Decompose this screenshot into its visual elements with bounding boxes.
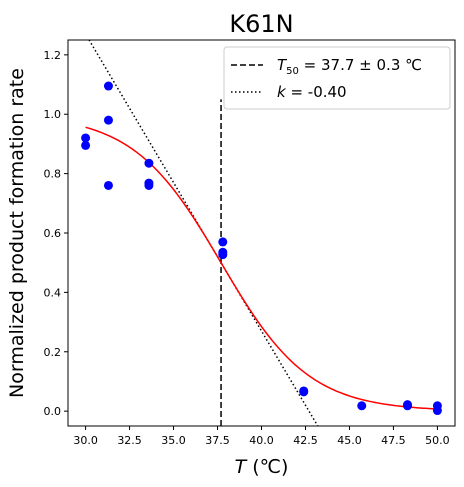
y-tick-label: 0.2	[44, 346, 62, 359]
data-point	[357, 401, 367, 411]
x-tick-label: 50.0	[425, 434, 450, 447]
x-tick-label: 30.0	[73, 434, 98, 447]
data-point	[103, 180, 113, 190]
y-tick-label: 0.0	[44, 405, 62, 418]
x-tick-label: 45.0	[337, 434, 362, 447]
chart-title: K61N	[229, 10, 293, 38]
legend: T50 = 37.7 ± 0.3 ℃ k = -0.40	[223, 46, 451, 110]
x-tick-label: 47.5	[381, 434, 406, 447]
x-tick-label: 37.5	[205, 434, 230, 447]
plot-frame	[67, 39, 456, 427]
slope-tangent-line	[88, 40, 319, 426]
data-point	[403, 401, 413, 411]
legend-entry-k: k = -0.40	[277, 83, 347, 101]
x-tick-label: 32.5	[117, 434, 142, 447]
data-point	[81, 133, 91, 143]
data-point	[103, 81, 113, 91]
y-axis-label: Normalized product formation rate	[6, 68, 28, 398]
x-tick-label: 40.0	[249, 434, 274, 447]
data-point	[81, 140, 91, 150]
legend-box	[223, 46, 451, 110]
data-point	[144, 180, 154, 190]
x-axis-label: T (℃)	[235, 456, 289, 478]
data-point	[218, 250, 228, 260]
data-point	[144, 158, 154, 168]
legend-entry-t50: T50 = 37.7 ± 0.3 ℃	[277, 56, 422, 77]
y-tick-label: 0.6	[44, 227, 62, 240]
x-axis: 30.0 32.5 35.0 37.5 40.0 42.5 45.0 47.5 50.0	[73, 426, 450, 447]
data-point	[299, 387, 309, 397]
x-tick-label: 42.5	[293, 434, 318, 447]
fit-curve	[85, 126, 438, 410]
y-tick-label: 1.0	[44, 108, 62, 121]
y-tick-label: 0.8	[44, 168, 62, 181]
data-points	[81, 81, 442, 416]
y-axis: 0.0 0.2 0.4 0.6 0.8 1.0 1.2	[44, 49, 68, 418]
y-tick-label: 1.2	[44, 49, 62, 62]
data-point	[218, 237, 228, 247]
y-tick-label: 0.4	[44, 286, 62, 299]
x-tick-label: 35.0	[161, 434, 186, 447]
data-point	[432, 406, 442, 416]
data-point	[103, 115, 113, 125]
